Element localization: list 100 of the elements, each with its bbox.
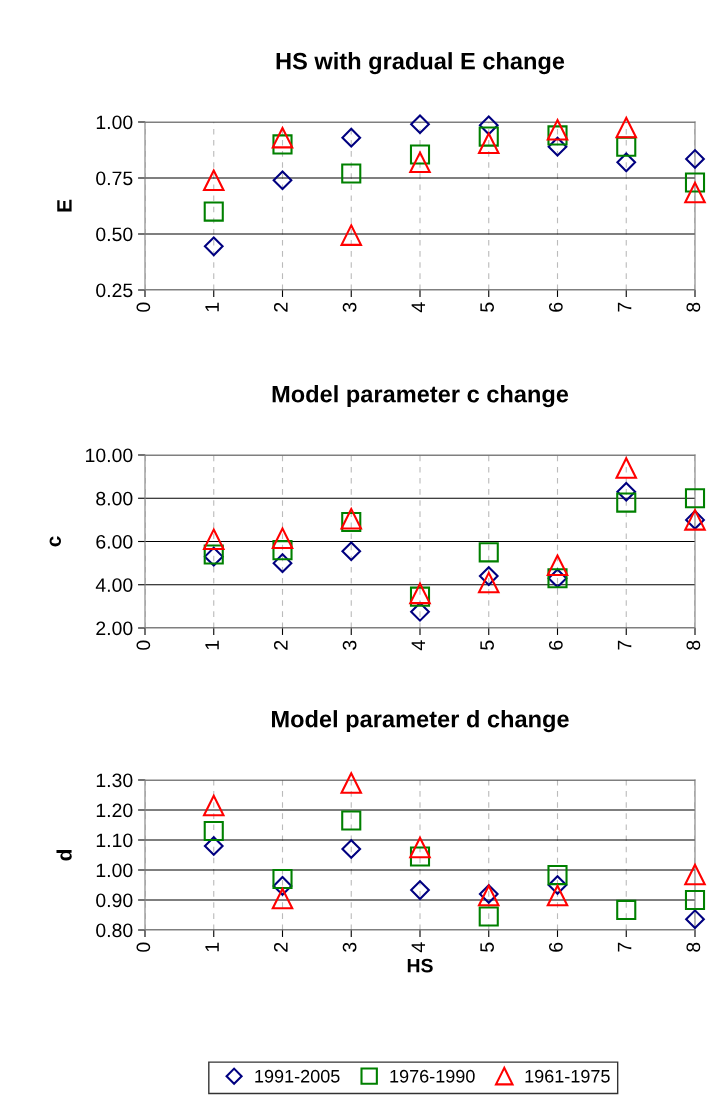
x-tick-label: 4	[411, 640, 426, 651]
x-tick-label: 2	[273, 640, 288, 650]
point	[477, 571, 500, 594]
point	[615, 457, 638, 479]
point	[272, 868, 293, 890]
x-tick-label: 7	[617, 942, 632, 952]
point	[478, 126, 499, 147]
point	[409, 846, 431, 867]
point	[272, 134, 293, 155]
point	[272, 553, 293, 573]
point	[478, 542, 499, 563]
y-axis-title: d	[56, 850, 72, 861]
point	[340, 224, 363, 246]
point	[341, 127, 362, 148]
point	[546, 884, 569, 907]
y-tick-label: 4.00	[95, 578, 133, 592]
point	[410, 880, 430, 900]
x-tick-label: 6	[548, 302, 563, 312]
point	[410, 114, 430, 135]
y-tick-label: 0.90	[96, 893, 133, 908]
y-tick-label: 1.30	[96, 773, 133, 788]
point	[409, 836, 431, 859]
x-tick-label: 6	[548, 942, 563, 952]
point	[547, 136, 568, 157]
x-tick-label: 3	[342, 942, 357, 952]
point	[546, 554, 569, 577]
point	[202, 794, 225, 817]
y-tick-label: 10.00	[86, 448, 133, 463]
point	[341, 810, 362, 831]
point	[409, 151, 431, 174]
x-tick-label: 1	[205, 302, 219, 312]
x-tick-label: 0	[136, 942, 151, 952]
point	[477, 132, 500, 155]
y-tick-label: 1.10	[96, 833, 133, 848]
chart-title: Model parameter d change	[272, 710, 569, 733]
x-tick-label: 4	[411, 942, 426, 953]
point	[341, 163, 362, 184]
x-tick-label: 7	[617, 640, 632, 650]
point	[685, 909, 705, 930]
point	[547, 865, 568, 886]
point	[203, 820, 224, 842]
y-tick-label: 2.00	[96, 621, 133, 636]
x-tick-label: 3	[342, 302, 357, 312]
x-tick-label: 2	[273, 942, 288, 952]
point	[271, 887, 294, 910]
x-axis-title: HS	[407, 958, 433, 973]
x-tick-label: 4	[411, 302, 426, 313]
point	[685, 149, 705, 169]
x-tick-label: 5	[480, 942, 494, 952]
point	[202, 169, 225, 191]
point	[203, 236, 224, 257]
point	[203, 836, 224, 856]
point	[478, 115, 499, 136]
x-tick-label: 8	[686, 942, 701, 952]
y-tick-label: 8.00	[96, 491, 133, 506]
point	[340, 772, 363, 794]
legend-label: 1976-1990	[390, 1069, 475, 1083]
point	[684, 863, 706, 886]
x-tick-label: 5	[480, 302, 494, 312]
point	[478, 906, 499, 927]
x-tick-label: 1	[205, 640, 219, 650]
y-tick-label: 6.00	[96, 534, 133, 549]
y-tick-label: 0.80	[96, 923, 133, 938]
x-tick-label: 8	[686, 640, 701, 650]
point	[478, 566, 499, 586]
point	[409, 144, 431, 165]
y-tick-label: 0.50	[96, 227, 133, 242]
point	[684, 172, 706, 193]
point	[684, 181, 706, 204]
point	[547, 875, 568, 895]
point	[684, 488, 706, 509]
x-tick-label: 0	[136, 640, 151, 650]
point	[615, 116, 638, 139]
point	[684, 889, 706, 911]
point	[546, 119, 569, 141]
x-tick-label: 0	[136, 302, 151, 312]
y-tick-label: 1.00	[96, 115, 133, 130]
x-tick-label: 6	[548, 640, 563, 650]
point	[341, 839, 362, 859]
y-axis-title: E	[57, 199, 72, 212]
point	[272, 540, 293, 561]
x-tick-label: 2	[273, 302, 288, 312]
y-tick-label: 0.25	[96, 283, 133, 298]
point	[616, 481, 637, 502]
x-tick-label: 3	[342, 640, 357, 650]
legend-label: 1991-2005	[255, 1069, 340, 1083]
point	[616, 492, 637, 513]
y-tick-label: 1.00	[96, 863, 133, 878]
y-tick-label: 0.75	[96, 171, 133, 186]
point	[341, 541, 362, 562]
point	[271, 527, 294, 550]
point	[203, 201, 224, 222]
x-tick-label: 1	[205, 942, 219, 952]
point	[272, 170, 293, 191]
point	[410, 601, 430, 622]
point	[616, 899, 637, 920]
point	[272, 876, 293, 896]
chart-title: HS with gradual E change	[276, 52, 565, 75]
x-tick-label: 5	[480, 640, 494, 650]
x-tick-label: 7	[617, 302, 632, 312]
